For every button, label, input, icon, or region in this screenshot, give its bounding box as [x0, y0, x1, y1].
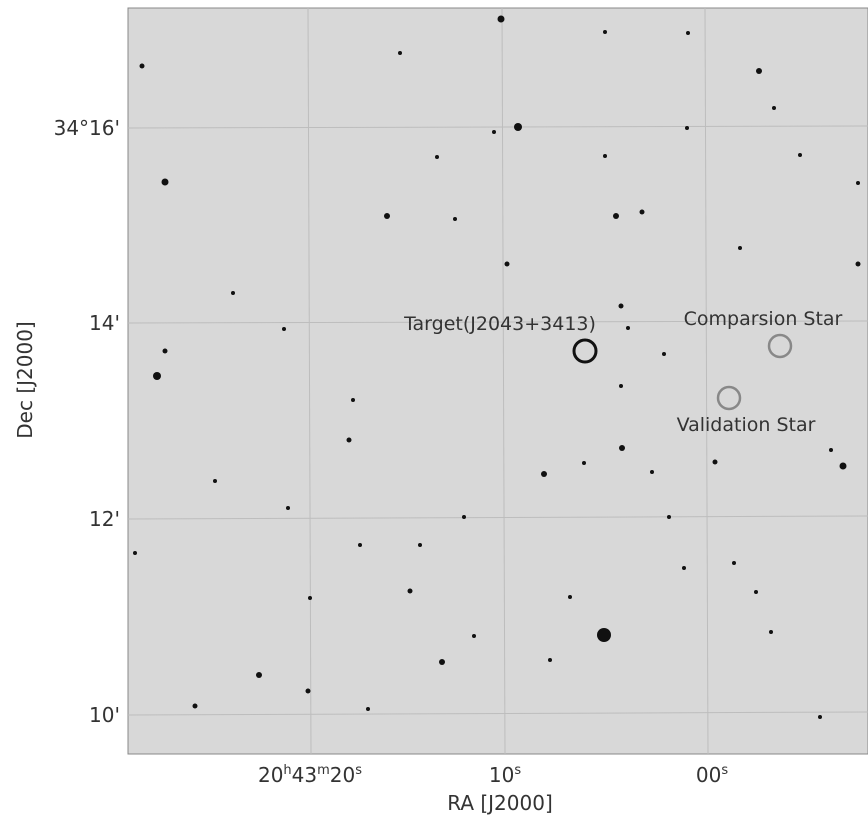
star [497, 15, 505, 23]
star [286, 506, 290, 510]
y-axis-label: Dec [J2000] [13, 321, 37, 438]
star [839, 462, 847, 470]
star [626, 326, 630, 330]
star [855, 261, 861, 267]
star [618, 303, 624, 309]
coordinate-grid [127, 7, 868, 755]
star [582, 461, 586, 465]
y-tick-label: 34°16' [54, 116, 120, 140]
star [231, 291, 235, 295]
superscript: h [283, 763, 291, 778]
tick-text: 00 [696, 763, 721, 787]
star [856, 181, 860, 185]
star [358, 543, 362, 547]
star [514, 123, 522, 131]
star [738, 246, 742, 250]
star [769, 630, 773, 634]
star [662, 352, 666, 356]
star [407, 588, 413, 594]
star [772, 106, 776, 110]
star [133, 551, 137, 555]
star [613, 213, 619, 219]
star [541, 471, 547, 477]
star [384, 213, 390, 219]
comparison-label: Comparsion Star [684, 308, 843, 330]
star [308, 596, 312, 600]
star [161, 178, 169, 186]
star [650, 470, 654, 474]
star [346, 437, 352, 443]
x-tick-label: 10s [489, 763, 521, 787]
star [366, 707, 370, 711]
star [282, 327, 286, 331]
star [568, 595, 572, 599]
star [818, 715, 822, 719]
star [439, 659, 445, 665]
star [667, 515, 671, 519]
star [139, 63, 145, 69]
star [756, 68, 762, 74]
validation-label: Validation Star [677, 414, 816, 436]
star [504, 261, 510, 267]
star [548, 658, 552, 662]
star [619, 384, 623, 388]
star [712, 459, 718, 465]
star [256, 672, 262, 678]
star [398, 51, 402, 55]
x-axis-label: RA [J2000] [447, 791, 553, 815]
star [162, 348, 168, 354]
validation-marker [716, 385, 742, 411]
star [603, 30, 607, 34]
star [603, 154, 607, 158]
star [732, 561, 736, 565]
star [213, 479, 217, 483]
star [418, 543, 422, 547]
star [639, 209, 645, 215]
x-tick-label: 00s [696, 763, 728, 787]
star [798, 153, 802, 157]
y-tick-label: 12' [89, 507, 120, 531]
x-tick-label: 20h43m20s [258, 763, 362, 787]
superscript: s [514, 763, 521, 778]
superscript: m [317, 763, 330, 778]
star [192, 703, 198, 709]
star [682, 566, 686, 570]
tick-text: 20 [258, 763, 283, 787]
star [597, 628, 611, 642]
star [153, 372, 161, 380]
superscript: s [721, 763, 728, 778]
star [462, 515, 466, 519]
comparison-marker [767, 333, 793, 359]
star [685, 126, 689, 130]
star [351, 398, 355, 402]
target-label: Target(J2043+3413) [403, 313, 596, 335]
image-frame [127, 7, 868, 755]
star [686, 31, 690, 35]
star [754, 590, 758, 594]
star [829, 448, 833, 452]
y-tick-label: 14' [89, 311, 120, 335]
stars [133, 15, 861, 719]
tick-text: 20 [330, 763, 355, 787]
y-tick-label: 10' [89, 703, 120, 727]
target-marker [572, 338, 598, 364]
star [492, 130, 496, 134]
star [619, 445, 625, 451]
star [453, 217, 457, 221]
tick-text: 43 [292, 763, 317, 787]
tick-text: 10 [489, 763, 514, 787]
star [472, 634, 476, 638]
star [435, 155, 439, 159]
star [305, 688, 311, 694]
superscript: s [355, 763, 362, 778]
